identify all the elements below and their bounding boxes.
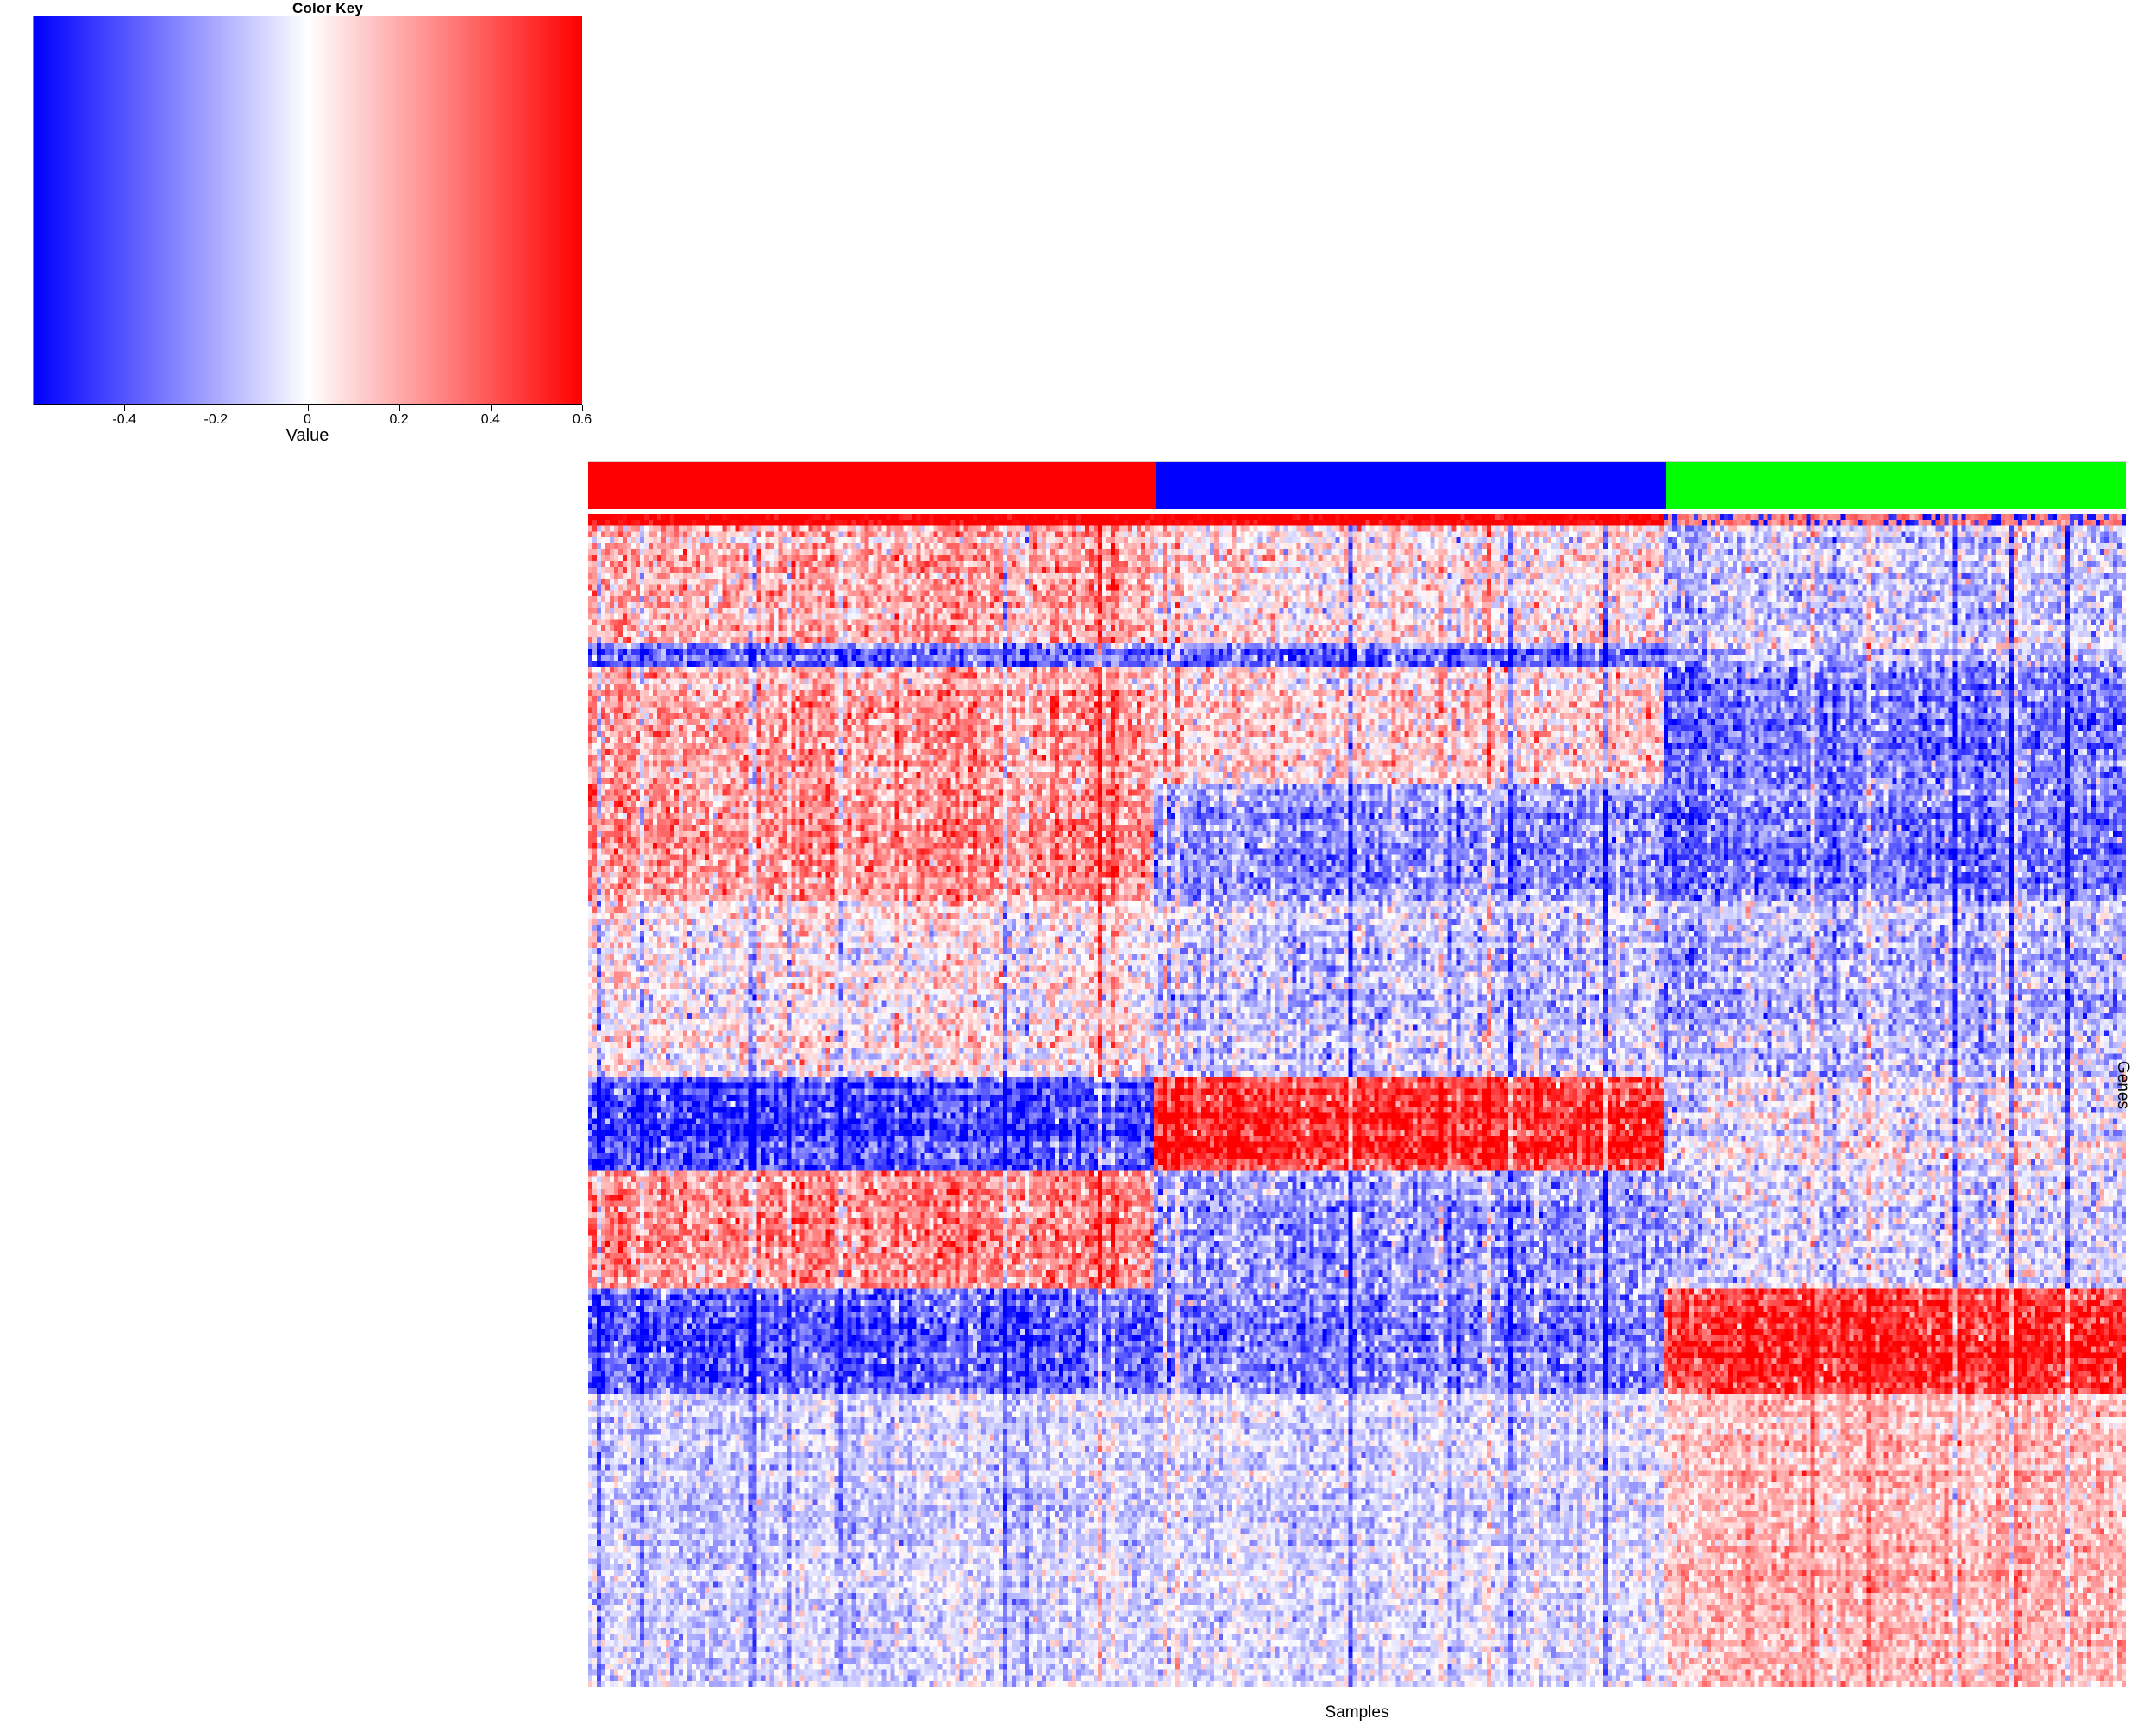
color-key-gradient [33,16,582,405]
color-key-tick-label: 0.2 [389,412,409,427]
color-key-axis-label: Value [285,426,329,445]
color-key-tick-label: 0.4 [480,412,500,427]
color-key-tick [582,405,583,411]
color-key-tick-label: -0.2 [204,412,229,427]
color-key-gradient-strip [34,16,582,404]
color-key-tick [124,405,126,411]
heatmap-x-axis-label: Samples [1325,1703,1389,1722]
group-band-group-2 [1155,462,1666,509]
color-key-title: Color Key [291,0,364,16]
color-key-axis: -0.4 -0.2 0 0.2 0.4 0.6 [33,405,592,457]
group-band-group-1 [588,462,1156,509]
color-key-tick-label: 0.6 [572,412,592,427]
color-key-tick [307,405,309,411]
heatmap-y-axis-label: Genes [2114,1061,2132,1109]
group-band-group-3 [1665,462,2126,509]
heatmap-cells-canvas [588,514,2126,1687]
color-key-panel: Color Key -0.4 -0.2 0 0.2 0.4 0.6 Value [0,0,638,466]
color-key-tick [490,405,492,411]
sample-group-color-bar [588,461,2126,509]
color-key-tick-label: 0 [304,412,311,427]
color-key-tick-label: -0.4 [112,412,136,427]
color-key-tick [398,405,400,411]
heatmap-matrix [588,514,2126,1687]
